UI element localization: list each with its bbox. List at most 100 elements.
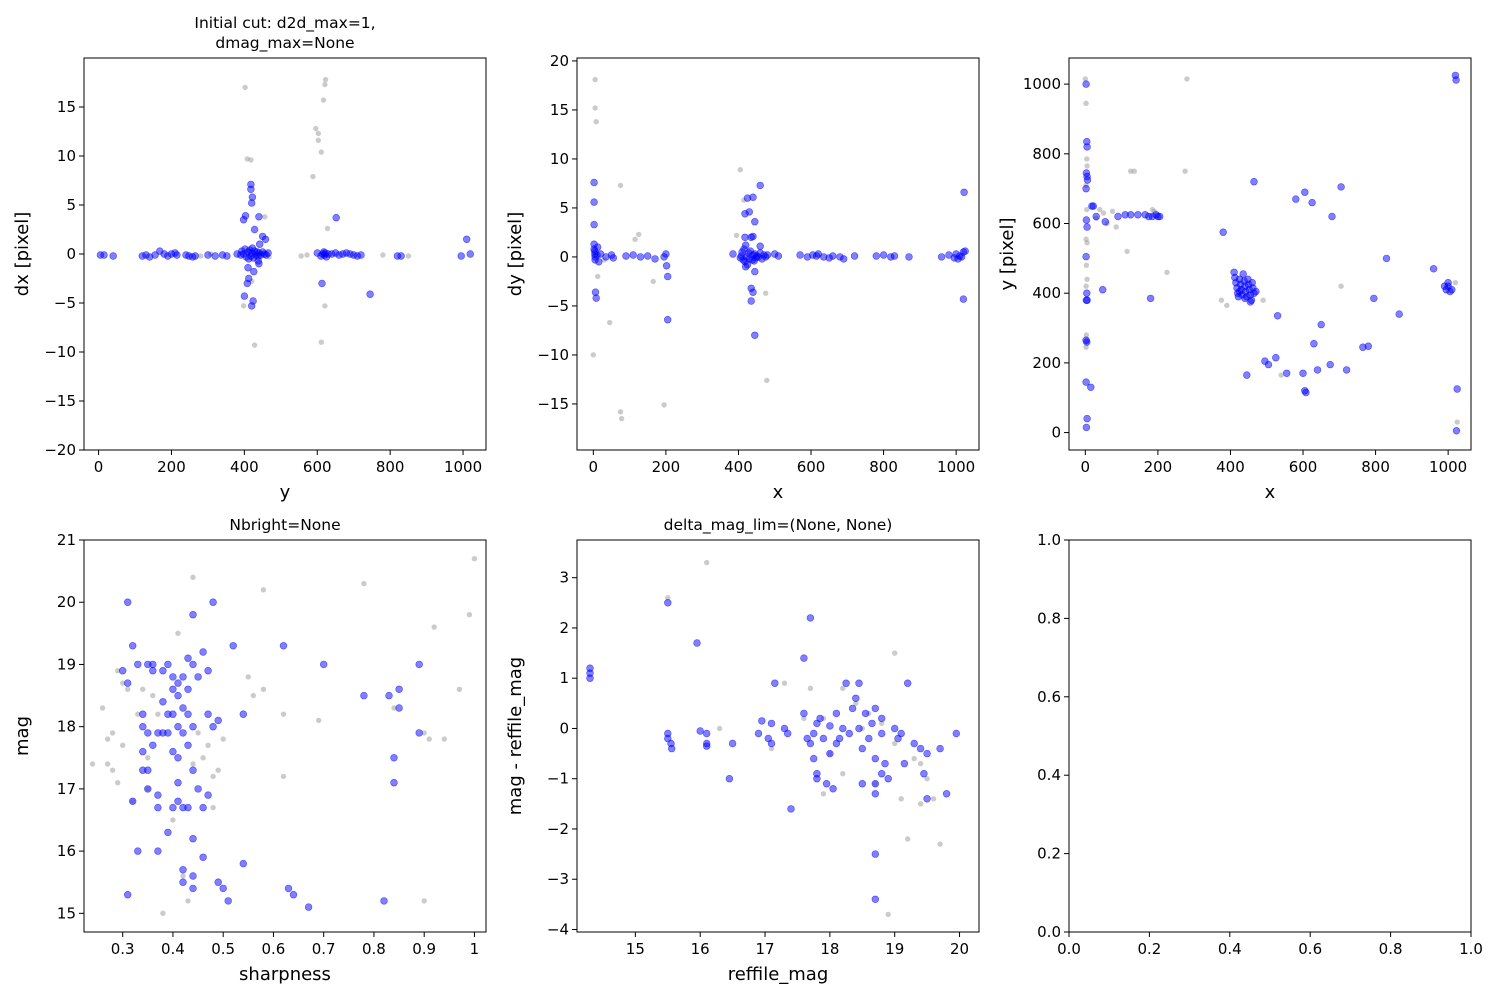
y-tick-label: 1.0	[1037, 531, 1061, 549]
data-point	[144, 766, 152, 774]
data-point	[1084, 156, 1090, 162]
y-tick-label: −3	[547, 870, 569, 888]
data-point	[1131, 168, 1138, 174]
data-point	[204, 251, 212, 259]
data-point	[607, 319, 613, 326]
data-point	[109, 730, 116, 736]
x-tick-label: 800	[376, 458, 405, 476]
data-point	[170, 817, 176, 823]
data-point	[595, 258, 603, 266]
data-point	[1453, 385, 1461, 393]
data-point	[892, 740, 898, 747]
data-point	[819, 734, 828, 743]
y-axis-label: y [pixel]	[997, 217, 1018, 290]
panel-4: 0.3 0.4 0.5 0.6 0.7 0.8 0.9 1 15 16 17 18 19 20 21 shar…	[12, 516, 487, 985]
data-point	[159, 698, 167, 706]
data-point	[959, 295, 968, 303]
data-point	[1082, 423, 1091, 432]
data-point	[1083, 100, 1089, 107]
data-point	[390, 754, 398, 762]
data-point	[395, 685, 403, 693]
data-point	[145, 755, 151, 761]
data-point	[360, 691, 368, 700]
data-point	[1114, 212, 1122, 221]
x-tick-label: 0	[1081, 458, 1091, 476]
data-point	[890, 724, 899, 733]
data-point	[184, 803, 192, 812]
data-point	[426, 736, 432, 742]
panel-title: delta_mag_lim=(None, None)	[664, 516, 893, 535]
data-point	[754, 729, 763, 738]
data-point	[134, 847, 142, 855]
data-point	[783, 729, 792, 738]
data-point	[1092, 212, 1100, 221]
panel-6: 0.0 0.2 0.4 0.6 0.8 1.0 0.0 0.2 0.4 0.6 0.8 1.0	[1037, 531, 1483, 958]
data-point	[636, 231, 642, 238]
y-tick-label: −2	[547, 820, 569, 838]
y-tick-label: 20	[550, 52, 569, 70]
y-tick-label: 0.4	[1037, 766, 1061, 784]
panel-5: 15 16 17 18 19 20 −4 −3 −2 −1 0 1 2 3 reffile_mag mag -…	[505, 516, 980, 985]
data-point	[315, 137, 321, 143]
data-point	[139, 747, 147, 756]
data-point	[184, 710, 192, 718]
data-point	[936, 744, 944, 753]
data-point	[199, 648, 207, 656]
y-tick-label: 10	[57, 147, 76, 165]
y-tick-label: 16	[57, 842, 76, 860]
data-point	[139, 722, 147, 731]
axes-frame	[1068, 57, 1472, 451]
data-point	[169, 710, 177, 718]
data-point	[240, 303, 247, 309]
y-axis-label: dx [pixel]	[12, 212, 33, 296]
data-point	[190, 574, 196, 580]
data-point	[845, 729, 853, 738]
data-point	[1301, 188, 1309, 196]
x-axis-label: x	[773, 482, 784, 503]
data-point	[150, 692, 156, 699]
data-point	[431, 624, 437, 630]
data-point	[1448, 286, 1456, 294]
data-point	[190, 761, 196, 767]
data-point	[807, 685, 814, 691]
data-point	[861, 709, 870, 718]
series-matched	[1082, 71, 1461, 435]
data-point	[664, 599, 672, 607]
data-point	[466, 612, 473, 618]
data-point	[115, 668, 121, 674]
y-tick-label: 21	[57, 531, 76, 549]
y-tick-label: 0	[66, 245, 76, 263]
data-point	[1083, 338, 1091, 346]
data-point	[871, 754, 879, 763]
data-point	[1328, 212, 1336, 221]
data-point	[1083, 143, 1091, 151]
data-point	[920, 769, 928, 778]
data-point	[592, 294, 600, 302]
data-point	[184, 654, 192, 662]
data-point	[910, 739, 918, 748]
data-point	[839, 255, 848, 263]
data-point	[1082, 185, 1090, 193]
data-point	[716, 725, 723, 732]
data-point	[617, 182, 624, 189]
data-point	[139, 710, 147, 718]
x-tick-label: 1000	[1429, 458, 1467, 476]
data-point	[665, 595, 671, 601]
data-point	[320, 660, 328, 669]
data-point	[123, 890, 132, 899]
data-point	[179, 729, 187, 737]
y-tick-label: 400	[1032, 284, 1061, 302]
data-point	[1083, 262, 1090, 268]
x-tick-label: 600	[797, 458, 826, 476]
y-tick-label: −1	[547, 770, 569, 788]
data-point	[184, 741, 192, 749]
data-point	[662, 262, 671, 270]
data-point	[629, 251, 637, 259]
data-point	[357, 251, 365, 259]
data-point	[104, 761, 111, 767]
data-point	[829, 252, 837, 260]
data-point	[149, 660, 157, 669]
data-point	[756, 242, 764, 250]
series-matched	[96, 180, 474, 310]
data-point	[872, 252, 880, 260]
